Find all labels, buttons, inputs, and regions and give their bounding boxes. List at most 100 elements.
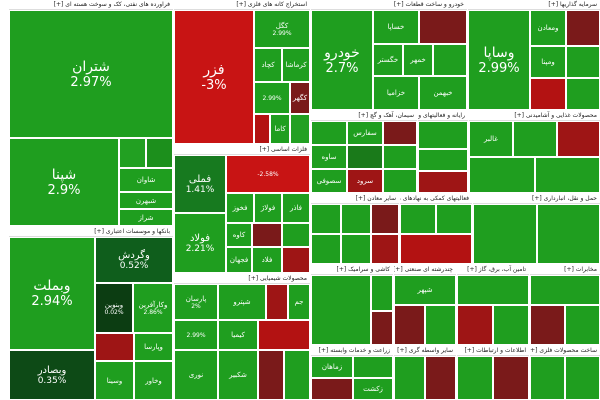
stock-tile[interactable]: وخاور [134,361,173,400]
sector-header[interactable]: حمل و نقل، انبارداری [+] [473,194,600,204]
stock-tile[interactable]: فلاد [252,247,282,273]
stock-tile[interactable]: -2.58% [226,155,310,193]
stock-tile[interactable]: شکبیر [218,350,258,400]
stock-tile[interactable] [530,356,565,400]
stock-tile[interactable] [371,234,399,264]
stock-tile[interactable] [565,356,600,400]
stock-tile[interactable]: 2.99% [254,82,290,114]
stock-tile[interactable]: پارسان 2% [174,284,218,320]
stock-tile[interactable] [530,78,566,110]
stock-tile[interactable] [394,356,425,400]
stock-tile[interactable]: وپارسا [134,333,173,361]
sector-header[interactable]: بانکها و موسسات اعتباری [+] [9,227,173,237]
sector-header[interactable]: سیمان، آهک و گچ [+] [311,111,417,121]
stock-tile[interactable] [566,78,600,110]
stock-tile[interactable]: وبملت 2.94% [9,237,95,350]
stock-tile[interactable] [535,157,600,193]
stock-tile[interactable] [418,171,468,193]
stock-tile[interactable]: کاما [270,114,290,144]
stock-tile[interactable]: جم [288,284,310,320]
stock-tile[interactable]: کاوه [226,223,252,247]
stock-tile[interactable] [119,138,146,168]
stock-tile[interactable] [419,10,467,44]
sector-header[interactable]: محصولات شیمیایی [+] [174,274,310,284]
stock-tile[interactable] [353,356,393,378]
stock-tile[interactable] [457,356,493,400]
stock-tile[interactable]: سفارس [347,121,383,145]
stock-tile[interactable] [493,305,529,345]
stock-tile[interactable] [566,46,600,78]
stock-tile[interactable]: زماهان [311,356,353,378]
stock-tile[interactable] [433,44,467,76]
stock-tile[interactable] [530,275,600,305]
sector-header[interactable]: سایر واسطه گری [+] [394,346,456,356]
stock-tile[interactable]: وسینا [95,361,134,400]
sector-header[interactable]: محصولات غذایی و آشامیدنی [+] [469,111,600,121]
stock-tile[interactable]: نوری [174,350,218,400]
stock-tile[interactable] [565,305,600,345]
stock-tile[interactable] [371,204,399,234]
stock-tile[interactable]: کگهر [290,82,310,114]
stock-tile[interactable] [311,121,347,145]
sector-header[interactable]: رایانه و فعالیتهای وابسته [+] [418,111,468,121]
sector-header[interactable]: فلزات اساسی [+] [174,145,310,155]
stock-tile[interactable]: وبنوین 0.02% [95,283,133,333]
stock-tile[interactable] [311,204,341,234]
stock-tile[interactable] [537,204,600,264]
stock-tile[interactable]: فولاد 2.21% [174,213,226,273]
stock-tile[interactable] [513,121,557,157]
stock-tile[interactable] [311,234,341,264]
stock-tile[interactable] [425,305,456,345]
stock-tile[interactable] [557,121,600,157]
stock-tile[interactable]: فخوز [226,193,254,223]
stock-tile[interactable] [530,305,565,345]
stock-tile[interactable]: سصوفی [311,169,347,193]
sector-header[interactable]: تامین آب، برق، گاز [+] [457,265,529,275]
stock-tile[interactable] [473,204,537,264]
stock-tile[interactable] [258,320,310,350]
stock-tile[interactable] [254,114,270,144]
stock-tile[interactable] [493,356,529,400]
stock-tile[interactable] [457,275,529,305]
stock-tile[interactable]: ومپنا [530,46,566,78]
stock-tile[interactable]: شتران 2.97% [9,10,173,138]
stock-tile[interactable]: فجهان [226,247,252,273]
stock-tile[interactable]: شراز [119,209,173,226]
stock-tile[interactable]: خساپا [373,10,419,44]
stock-tile[interactable]: ومعادن [530,10,566,46]
stock-tile[interactable] [457,305,493,345]
stock-tile[interactable] [371,311,393,345]
stock-tile[interactable]: وکارآفرین 2.86% [133,283,173,333]
stock-tile[interactable] [282,223,310,247]
sector-header[interactable]: زراعت و خدمات وابسته [+] [311,346,393,356]
stock-tile[interactable]: فزر -3% [174,10,254,144]
stock-tile[interactable]: فملی 1.41% [174,155,226,213]
stock-tile[interactable] [341,204,371,234]
sector-header[interactable]: چندرشته ای صنعتی [+] [394,265,456,275]
stock-tile[interactable] [383,121,417,145]
stock-tile[interactable]: خمهر [403,44,433,76]
stock-tile[interactable]: خبهمن [419,76,467,110]
stock-tile[interactable] [290,114,310,144]
stock-tile[interactable] [383,145,417,169]
stock-tile[interactable] [383,169,417,193]
stock-tile[interactable]: وگردش 0.52% [95,237,173,283]
stock-tile[interactable] [347,145,383,169]
stock-tile[interactable]: خودرو 2.7% [311,10,373,110]
stock-tile[interactable] [95,333,134,361]
sector-header[interactable]: مخابرات [+] [530,265,600,275]
stock-tile[interactable]: فولاژ [254,193,282,223]
sector-header[interactable]: سرمایه گذاریها [+] [468,0,600,10]
stock-tile[interactable]: شپهر [394,275,456,305]
sector-header[interactable]: فراورده های نفتی، کک و سوخت هسته ای [+] [9,0,173,10]
stock-tile[interactable] [436,204,472,234]
stock-tile[interactable] [311,275,371,345]
stock-tile[interactable]: زکشت [353,378,393,400]
sector-header[interactable]: خودرو و ساخت قطعات [+] [311,0,467,10]
stock-tile[interactable]: کچاد [254,48,282,82]
stock-tile[interactable] [418,121,468,149]
stock-tile[interactable] [418,149,468,171]
stock-tile[interactable] [252,223,282,247]
sector-header[interactable]: کاشی و سرامیک [+] [311,265,393,275]
stock-tile[interactable]: ساوه [311,145,347,169]
